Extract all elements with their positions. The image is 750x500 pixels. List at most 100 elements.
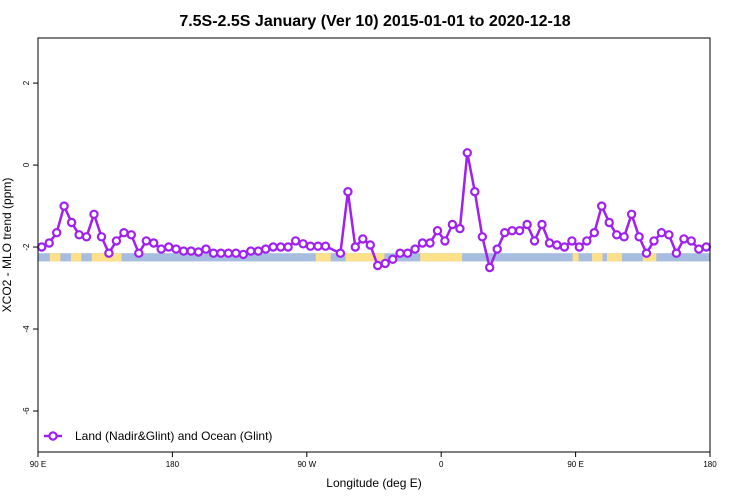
land-segment: [315, 253, 331, 262]
data-point: [298, 239, 308, 249]
data-point: [567, 236, 577, 246]
data-point: [141, 236, 151, 246]
data-point: [350, 242, 360, 252]
data-point: [514, 225, 525, 236]
data-point: [470, 186, 480, 197]
data-point: [492, 244, 502, 254]
data-point: [290, 236, 301, 246]
data-point: [305, 241, 316, 251]
data-point: [246, 246, 256, 256]
data-point: [134, 248, 144, 258]
x-tick-label: 180: [166, 460, 180, 469]
data-point: [104, 248, 114, 258]
data-point: [96, 232, 107, 242]
data-point: [163, 242, 174, 252]
data-point: [402, 248, 413, 258]
data-point: [671, 248, 682, 258]
y-tick-label: 2: [22, 80, 31, 85]
y-tick-label: -6: [22, 407, 31, 415]
data-point: [619, 232, 629, 242]
land-segment: [70, 253, 82, 262]
data-point: [455, 223, 465, 234]
x-tick-label: 90 E: [567, 460, 583, 469]
data-point: [81, 232, 92, 242]
data-point: [111, 236, 122, 246]
chart-title: 7.5S-2.5S January (Ver 10) 2015-01-01 to…: [179, 13, 570, 30]
y-axis-label: XCO2 - MLO trend (ppm): [0, 178, 14, 313]
data-point: [612, 230, 622, 240]
y-tick-label: -4: [22, 325, 31, 333]
data-point: [223, 248, 234, 258]
data-point: [186, 246, 196, 256]
data-point: [335, 248, 346, 258]
data-point: [66, 217, 77, 228]
data-point: [552, 240, 562, 250]
data-point: [208, 248, 219, 258]
data-point: [37, 242, 47, 252]
data-point: [507, 225, 517, 236]
data-point: [417, 238, 428, 248]
land-segment: [420, 253, 463, 262]
data-point: [89, 209, 99, 219]
land-segment: [49, 253, 61, 262]
data-point: [500, 227, 510, 238]
data-point: [343, 186, 353, 197]
x-axis-label: Longitude (deg E): [326, 476, 421, 490]
land-segment: [572, 253, 579, 262]
data-point: [320, 241, 331, 251]
data-point: [126, 230, 137, 240]
data-point: [388, 254, 398, 264]
legend-marker: [48, 431, 58, 441]
legend: Land (Nadir&Glint) and Ocean (Glint): [44, 429, 272, 443]
data-point: [589, 227, 600, 238]
data-point: [216, 248, 226, 258]
data-point: [649, 236, 659, 246]
data-point: [701, 242, 712, 252]
data-point: [44, 238, 54, 248]
data-point: [679, 234, 689, 244]
data-point: [574, 242, 585, 252]
data-point: [410, 244, 420, 254]
data-point: [522, 219, 532, 230]
data-point: [440, 236, 450, 246]
data-point: [694, 244, 704, 254]
data-point: [373, 260, 383, 271]
land-segment: [606, 253, 622, 262]
data-point: [156, 244, 166, 254]
data-point: [231, 248, 241, 258]
data-point: [193, 247, 204, 257]
legend-label: Land (Nadir&Glint) and Ocean (Glint): [75, 429, 272, 443]
data-point: [597, 201, 607, 211]
land-segment: [592, 253, 603, 262]
data-point: [664, 230, 674, 240]
data-point: [52, 227, 62, 238]
data-point: [559, 242, 570, 252]
data-point: [253, 246, 263, 256]
data-point: [582, 236, 592, 246]
x-tick-label: 0: [439, 460, 444, 469]
data-point: [74, 230, 84, 240]
data-point: [119, 227, 129, 238]
land-segment: [642, 253, 657, 262]
x-tick-label: 90 W: [297, 460, 316, 469]
data-point: [477, 232, 487, 242]
data-point: [380, 258, 390, 269]
data-point: [529, 236, 540, 246]
data-point: [432, 225, 443, 236]
data-point: [656, 227, 667, 238]
data-point: [641, 248, 652, 258]
data-point: [201, 244, 211, 254]
y-tick-label: 0: [22, 162, 31, 167]
data-point: [261, 244, 271, 254]
series-layer: [37, 148, 712, 273]
data-point: [358, 234, 368, 244]
data-point: [276, 242, 286, 252]
axes: 90 E 180 90 W 0 90 E 180 2 0 -2 -4 -6: [22, 80, 717, 469]
x-tick-label: 90 E: [30, 460, 46, 469]
data-point: [626, 209, 637, 219]
data-point: [395, 248, 405, 258]
data-point: [148, 238, 159, 248]
data-point: [462, 148, 472, 158]
data-point: [686, 236, 697, 246]
